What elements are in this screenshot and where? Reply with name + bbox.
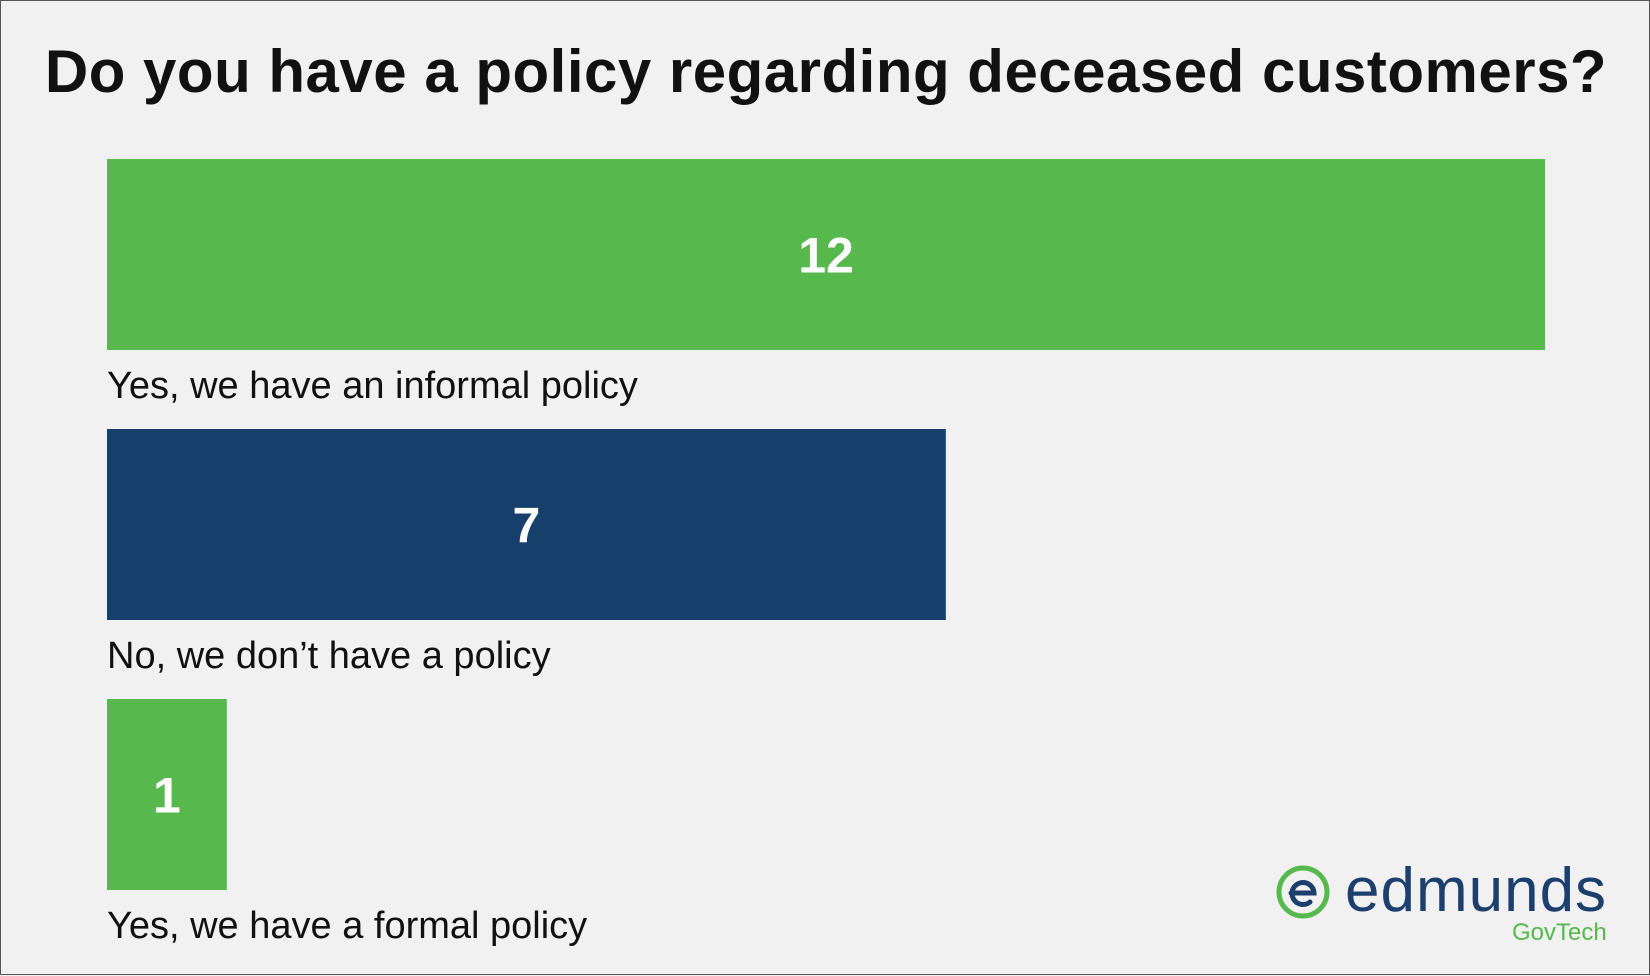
logo-wordmark: edmunds [1345, 856, 1608, 925]
bar-value-label: 7 [513, 498, 541, 554]
bar-value-label: 1 [153, 768, 181, 824]
edmunds-e-icon [1276, 865, 1330, 919]
category-label: No, we don’t have a policy [107, 635, 551, 677]
edmunds-govtech-logo: edmunds GovTech [1273, 856, 1613, 959]
bar-2 [107, 429, 946, 620]
category-label: Yes, we have a formal policy [107, 905, 587, 947]
chart-title: Do you have a policy regarding deceased … [44, 38, 1608, 105]
category-label: Yes, we have an informal policy [107, 365, 638, 407]
bar-1 [107, 159, 1545, 350]
logo-subtitle: GovTech [1512, 919, 1607, 946]
bar-value-label: 12 [798, 228, 854, 284]
bar-3 [107, 699, 227, 890]
